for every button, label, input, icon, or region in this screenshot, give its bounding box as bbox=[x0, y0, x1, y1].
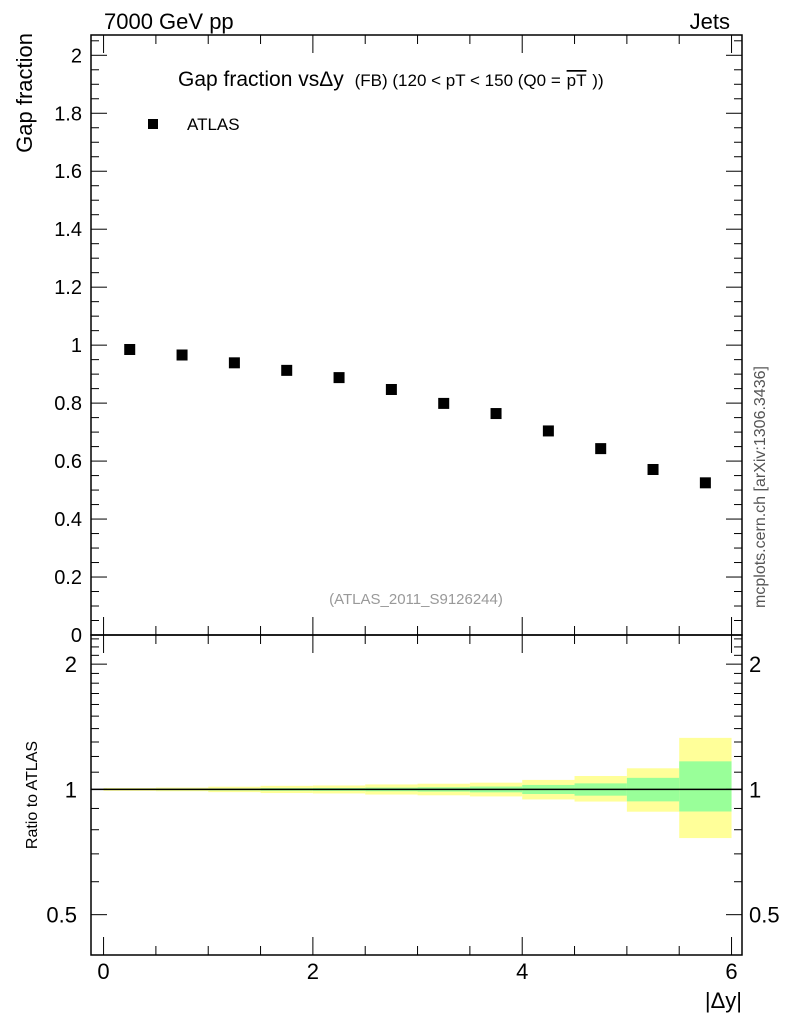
data-point-atlas bbox=[124, 343, 136, 355]
y-tick-label: 1.2 bbox=[54, 277, 82, 299]
ratio-y-tick-label-left: 1 bbox=[65, 777, 77, 802]
chart-title-main: Gap fraction vsΔy bbox=[178, 68, 344, 91]
legend-label-atlas: ATLAS bbox=[187, 115, 240, 134]
ratio-y-tick-label-right: 2 bbox=[749, 652, 761, 677]
ratio-panel-tick-labels: 0.5 0.5 1 1 2 2 0 2 4 6 bbox=[46, 652, 779, 984]
main-panel-ticks bbox=[91, 35, 742, 636]
data-point-atlas bbox=[438, 397, 450, 409]
chart-title-close: )) bbox=[592, 71, 603, 90]
y-tick-label: 0.8 bbox=[54, 393, 82, 415]
y-tick-label: 1.6 bbox=[54, 161, 82, 183]
data-point-atlas bbox=[385, 383, 397, 395]
main-y-axis-label: Gap fraction bbox=[12, 33, 37, 153]
legend-marker-atlas bbox=[148, 119, 158, 129]
ratio-y-tick-label-right: 1 bbox=[749, 777, 761, 802]
data-point-atlas bbox=[228, 357, 240, 369]
header-energy-label: 7000 GeV pp bbox=[104, 9, 234, 34]
ratio-y-axis-label: Ratio to ATLAS bbox=[24, 741, 41, 849]
y-tick-label: 2 bbox=[71, 45, 82, 67]
y-tick-label: 0.6 bbox=[54, 451, 82, 473]
ratio-panel-ticks bbox=[91, 635, 742, 956]
ratio-panel: 0.5 0.5 1 1 2 2 0 2 4 6 Ratio to ATLAS |Δy| bbox=[24, 634, 780, 1013]
y-tick-label: 1 bbox=[71, 335, 82, 357]
uncertainty-band-bin bbox=[679, 761, 732, 812]
x-axis-label: |Δy| bbox=[705, 988, 742, 1013]
y-tick-label: 1.8 bbox=[54, 103, 82, 125]
ratio-panel-frame bbox=[90, 634, 743, 956]
ratio-y-tick-label-left: 2 bbox=[65, 652, 77, 677]
x-tick-label: 2 bbox=[307, 959, 319, 984]
data-point-atlas bbox=[281, 364, 293, 376]
ratio-y-tick-label-right: 0.5 bbox=[749, 903, 780, 928]
chart-title: Gap fraction vsΔy (FB) (120 < pT < 150 (… bbox=[178, 68, 604, 91]
data-point-atlas bbox=[490, 408, 502, 420]
y-tick-label: 0.4 bbox=[54, 509, 82, 531]
data-point-atlas bbox=[595, 443, 607, 455]
ratio-y-tick-label-left: 0.5 bbox=[46, 903, 77, 928]
data-point-atlas bbox=[647, 463, 659, 475]
side-citation-label: mcplots.cern.ch [arXiv:1306.3436] bbox=[752, 366, 769, 608]
x-tick-label: 6 bbox=[725, 959, 737, 984]
y-tick-label: 1.4 bbox=[54, 219, 82, 241]
ratio-bands bbox=[103, 737, 732, 839]
main-panel-tick-labels: 0 0.2 0.4 0.6 0.8 1 1.2 1.4 1.6 1.8 2 bbox=[54, 45, 82, 647]
analysis-tag: (ATLAS_2011_S9126244) bbox=[329, 591, 503, 608]
main-panel: 0 0.2 0.4 0.6 0.8 1 1.2 1.4 1.6 1.8 2 Gap fraction… bbox=[12, 33, 743, 647]
x-tick-label: 0 bbox=[97, 959, 109, 984]
chart-title-overline: pT bbox=[567, 71, 587, 90]
main-panel-points bbox=[124, 343, 711, 489]
data-point-atlas bbox=[699, 477, 711, 489]
data-point-atlas bbox=[542, 425, 554, 437]
y-tick-label: 0 bbox=[71, 625, 82, 647]
chart-title-detail: (FB) (120 < pT < 150 (Q0 = bbox=[355, 71, 561, 90]
header-process-label: Jets bbox=[690, 9, 730, 34]
data-point-atlas bbox=[333, 372, 345, 384]
y-tick-label: 0.2 bbox=[54, 567, 82, 589]
data-point-atlas bbox=[176, 349, 188, 361]
x-tick-label: 4 bbox=[516, 959, 528, 984]
